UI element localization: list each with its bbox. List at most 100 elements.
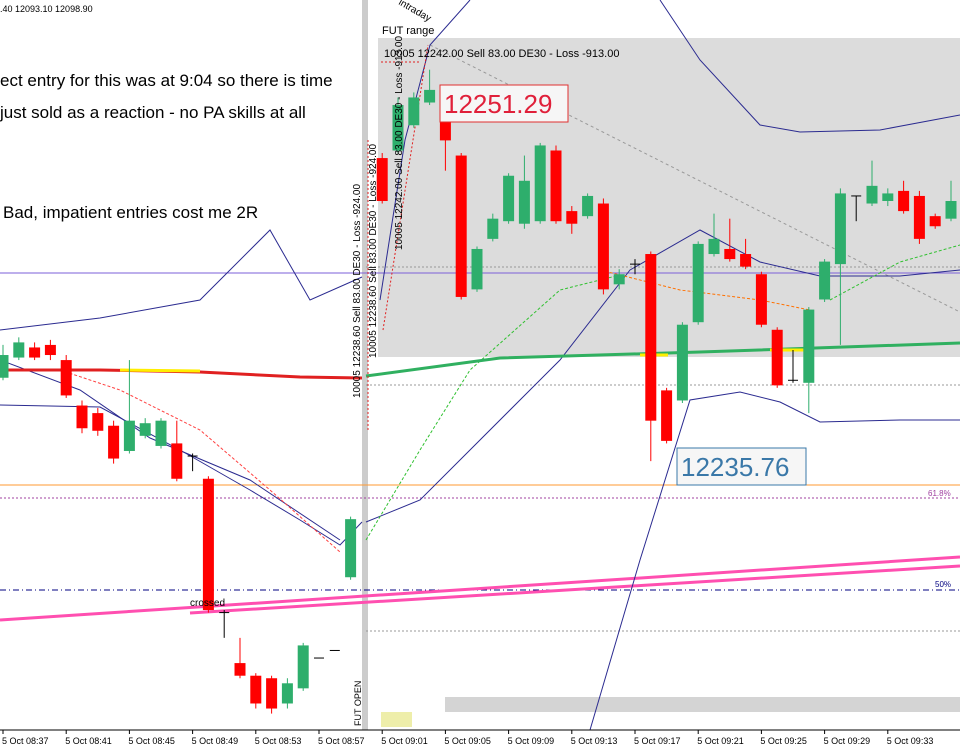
indicators <box>0 0 960 731</box>
candle-body <box>550 150 562 222</box>
candle-body <box>250 675 262 704</box>
ma-line <box>119 368 201 373</box>
candle-body <box>0 355 9 378</box>
band-upper <box>659 0 960 133</box>
trade-label: 10005 12242.00 Sell 83.00 DE30 - Loss -9… <box>394 36 405 250</box>
candle-body <box>898 190 910 212</box>
x-tick-label: 5 Oct 09:01 <box>381 736 428 746</box>
fut-open-label: FUT OPEN <box>353 681 363 726</box>
x-tick-label: 5 Oct 09:33 <box>887 736 934 746</box>
band-upper <box>379 0 471 301</box>
candle-body <box>676 324 688 401</box>
trade-label: 10005 12242.00 Sell 83.00 DE30 - Loss -9… <box>384 48 619 60</box>
x-tick-label: 5 Oct 09:05 <box>444 736 491 746</box>
fib-label: 50% <box>935 580 951 589</box>
candle-body <box>76 405 88 429</box>
candle-body <box>471 248 483 290</box>
candle-body <box>29 347 41 358</box>
candle-body <box>597 203 609 290</box>
candle-body <box>834 193 846 265</box>
candle-body <box>439 105 451 141</box>
candle-body <box>566 211 578 224</box>
candle-body <box>123 420 135 451</box>
candle-body <box>945 200 957 219</box>
band-middle <box>365 229 960 523</box>
band-lower <box>589 391 960 731</box>
candle-body <box>882 193 894 201</box>
candle-body <box>503 175 515 222</box>
candle-body <box>60 360 72 396</box>
candle-body <box>708 238 720 255</box>
candle-body <box>645 254 657 421</box>
levels <box>0 44 960 632</box>
crossed-label: crossed <box>190 598 225 609</box>
price-label: 12251.29 <box>444 89 552 119</box>
candle-body <box>755 274 767 325</box>
candle-body <box>376 158 388 201</box>
candle-body <box>408 97 420 126</box>
candle-body <box>661 390 673 441</box>
note: just sold as a reaction - no PA skills a… <box>0 103 306 122</box>
band-upper <box>0 229 363 331</box>
price-label-box <box>439 84 569 123</box>
fib-label: 61.8% <box>928 489 951 498</box>
candle-body <box>455 155 467 297</box>
candle-body <box>740 254 752 267</box>
candle-body <box>803 309 815 383</box>
x-tick-label: 5 Oct 08:49 <box>192 736 239 746</box>
trend-line <box>189 564 960 615</box>
band-lower <box>0 404 363 546</box>
fut-open-marker <box>381 712 412 727</box>
candle-body <box>108 425 120 459</box>
x-tick-label: 5 Oct 08:37 <box>2 736 49 746</box>
candles <box>0 69 957 714</box>
trade-line <box>382 44 429 331</box>
x-tick-label: 5 Oct 08:57 <box>318 736 365 746</box>
x-tick-label: 5 Oct 09:25 <box>760 736 807 746</box>
candle-body <box>92 413 104 431</box>
candle-body <box>866 185 878 204</box>
price-label: 12235.76 <box>681 452 789 482</box>
candle-body <box>234 663 246 676</box>
note: ect entry for this was at 9:04 so there … <box>0 71 333 90</box>
candle-body <box>345 519 357 578</box>
candle-body <box>202 478 214 611</box>
ma-line <box>829 244 960 301</box>
trade-label: 10005 12238.60 Sell 83.00 DE30 - Loss -9… <box>368 144 379 358</box>
candle-body <box>487 218 499 239</box>
x-tick-label: 5 Oct 08:45 <box>128 736 175 746</box>
candle-body <box>424 89 436 103</box>
x-tick-label: 5 Oct 08:41 <box>65 736 112 746</box>
candle-body <box>266 678 278 709</box>
candle-body <box>819 261 831 300</box>
candle-body <box>171 443 183 479</box>
ma-line <box>365 274 621 541</box>
fut-range-label: FUT range <box>382 25 434 37</box>
trend-line <box>0 555 960 622</box>
candle-body <box>613 274 625 285</box>
x-tick-label: 5 Oct 09:09 <box>508 736 555 746</box>
candle-body <box>582 195 594 217</box>
ma-line <box>599 269 811 311</box>
candle-body <box>771 329 783 386</box>
candle-body <box>139 423 151 436</box>
session-separator <box>362 0 368 730</box>
header-text: .40 12093.10 12098.90 <box>0 4 93 14</box>
candle-body <box>724 248 736 260</box>
candle-body <box>13 342 25 358</box>
ma-line <box>59 369 341 553</box>
x-tick-label: 5 Oct 09:13 <box>571 736 618 746</box>
note: Bad, impatient entries cost me 2R <box>3 203 258 222</box>
annotations: .40 12093.10 12098.90 ect entry for this… <box>0 0 951 726</box>
candle-body <box>392 105 404 151</box>
candle-body <box>692 243 704 323</box>
band-middle <box>0 359 341 541</box>
price-label-box <box>676 447 807 486</box>
candle-body <box>155 420 167 446</box>
candle-body <box>534 145 546 222</box>
candle-body <box>518 180 530 224</box>
x-tick-label: 5 Oct 09:29 <box>824 736 871 746</box>
x-axis-labels: 5 Oct 08:37 5 Oct 08:41 5 Oct 08:45 5 Oct 0… <box>2 730 933 746</box>
